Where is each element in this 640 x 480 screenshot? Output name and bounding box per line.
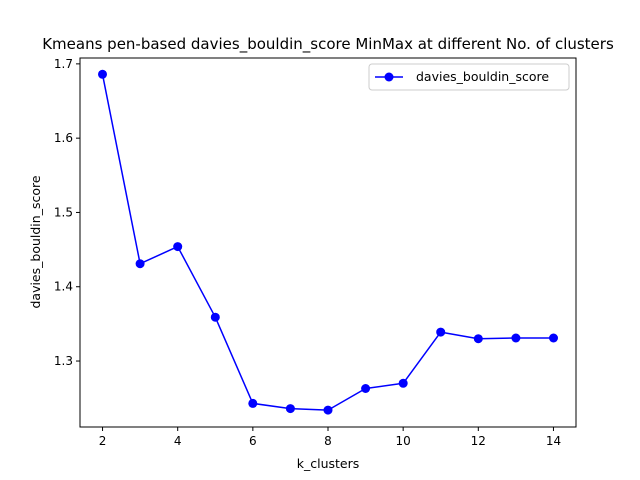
y-tick-label: 1.6 xyxy=(54,131,73,145)
legend: davies_bouldin_score xyxy=(368,63,570,91)
data-point xyxy=(511,333,521,343)
data-point xyxy=(473,334,483,344)
x-tick-label: 10 xyxy=(396,434,411,448)
legend-box xyxy=(368,63,570,91)
chart-title: Kmeans pen-based davies_bouldin_score Mi… xyxy=(42,35,614,54)
data-point xyxy=(398,378,408,388)
legend-label: davies_bouldin_score xyxy=(416,69,549,84)
data-point xyxy=(98,69,107,79)
axis-ticks: 2 4 6 8 10 12 14 1.3 1.4 1.5 1.6 1.7 xyxy=(54,57,561,448)
x-tick-label: 8 xyxy=(324,434,332,448)
data-point xyxy=(323,405,333,415)
data-point xyxy=(285,404,295,414)
legend-marker-swatch xyxy=(384,72,394,82)
x-axis-label: k_clusters xyxy=(297,456,360,471)
x-tick-label: 6 xyxy=(249,434,257,448)
data-point xyxy=(436,327,446,337)
x-tick-label: 4 xyxy=(174,434,182,448)
y-tick-label: 1.4 xyxy=(54,280,73,294)
y-tick-label: 1.3 xyxy=(54,354,73,368)
x-tick-label: 14 xyxy=(546,434,561,448)
data-point xyxy=(248,398,258,408)
data-point xyxy=(361,384,371,393)
y-tick-label: 1.7 xyxy=(54,57,73,71)
data-point xyxy=(173,242,183,252)
x-tick-label: 2 xyxy=(99,434,107,448)
x-tick-label: 12 xyxy=(471,434,486,448)
plot-area xyxy=(98,69,558,415)
data-point xyxy=(135,259,145,269)
data-point xyxy=(549,333,558,343)
y-axis-label: davies_bouldin_score xyxy=(28,175,43,308)
y-tick-label: 1.5 xyxy=(54,205,73,219)
data-point xyxy=(210,312,220,322)
